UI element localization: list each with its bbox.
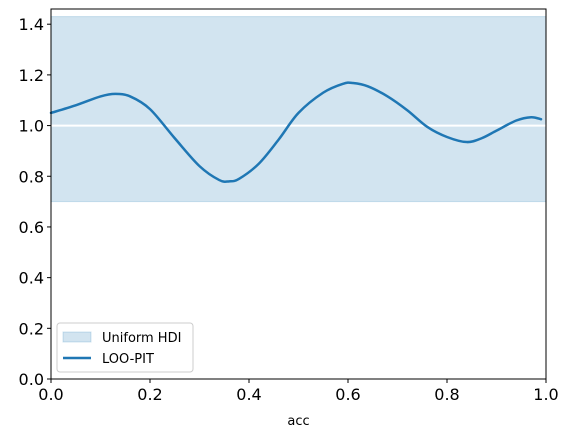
series-line-loo-pit [49,81,543,183]
x-tick-label: 0.2 [137,385,162,404]
legend: Uniform HDI LOO-PIT [56,322,194,373]
y-tick-label: 1.4 [19,15,44,34]
plot-area [49,8,547,380]
legend-box [56,322,194,373]
x-tick-label: 0.6 [335,385,360,404]
x-axis: 0.0 0.2 0.4 0.6 0.8 1.0 [38,379,559,404]
x-axis-label: acc [287,414,309,429]
legend-band-label: Uniform HDI [102,331,181,346]
y-tick-label: 0.8 [19,167,44,186]
y-axis: 0.0 0.2 0.4 0.6 0.8 1.0 1.2 1.4 [19,15,51,389]
y-tick-label: 0.2 [19,319,44,338]
hdi-band [50,16,547,203]
x-tick-label: 0.0 [38,385,63,404]
y-tick-label: 1.0 [19,117,44,136]
x-tick-label: 0.4 [236,385,261,404]
y-tick-label: 0.4 [19,269,44,288]
y-tick-label: 1.2 [19,66,44,85]
legend-line-label: LOO-PIT [102,352,154,367]
x-tick-label: 1.0 [533,385,558,404]
axes-frame [50,8,547,380]
legend-band-swatch [62,331,92,343]
y-tick-label: 0.0 [19,370,44,389]
x-tick-label: 0.8 [434,385,459,404]
y-tick-label: 0.6 [19,218,44,237]
